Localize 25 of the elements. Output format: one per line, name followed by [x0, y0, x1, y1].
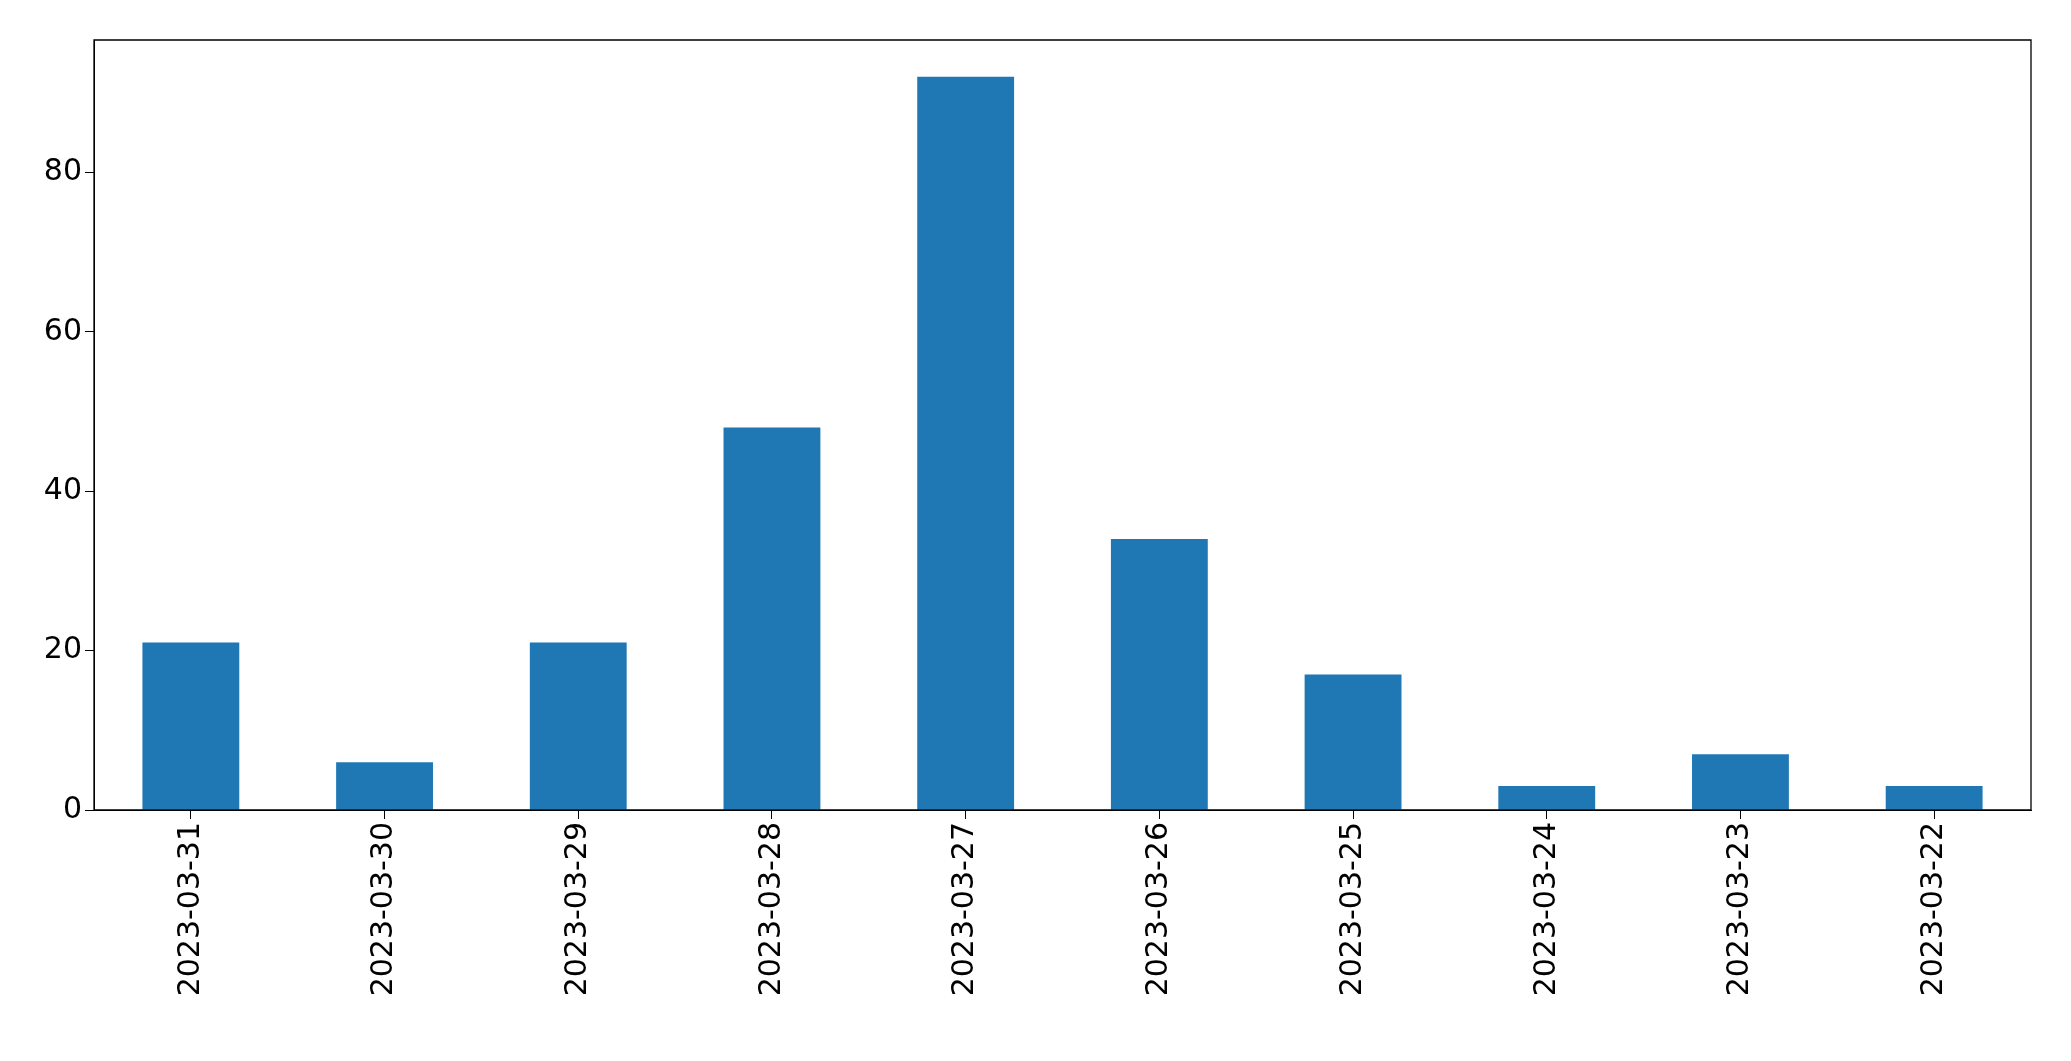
bar [917, 76, 1015, 810]
x-tick-label: 2023-03-22 [1913, 822, 1949, 997]
x-tick-label: 2023-03-29 [558, 822, 594, 997]
y-tick-label: 60 [43, 311, 82, 347]
y-tick-label: 20 [43, 630, 82, 666]
x-tick-label: 2023-03-31 [170, 822, 206, 997]
x-tick-label: 2023-03-25 [1332, 822, 1368, 997]
bar [529, 642, 627, 810]
bar [1692, 754, 1789, 810]
bar [1110, 538, 1208, 810]
x-tick-label: 2023-03-23 [1720, 822, 1756, 997]
y-tick-label: 80 [43, 152, 82, 188]
y-tick-label: 40 [43, 470, 82, 506]
bar [142, 642, 240, 810]
bar [1304, 674, 1402, 810]
bar [336, 762, 433, 810]
y-tick-label: 0 [62, 789, 82, 825]
bar [723, 427, 821, 810]
x-tick-label: 2023-03-27 [945, 822, 981, 997]
x-tick-label: 2023-03-26 [1139, 822, 1175, 997]
x-tick-label: 2023-03-24 [1526, 822, 1562, 997]
bar [1498, 786, 1596, 810]
x-tick-label: 2023-03-30 [364, 822, 400, 997]
x-tick-label: 2023-03-28 [751, 822, 787, 997]
bar [1885, 786, 1983, 810]
